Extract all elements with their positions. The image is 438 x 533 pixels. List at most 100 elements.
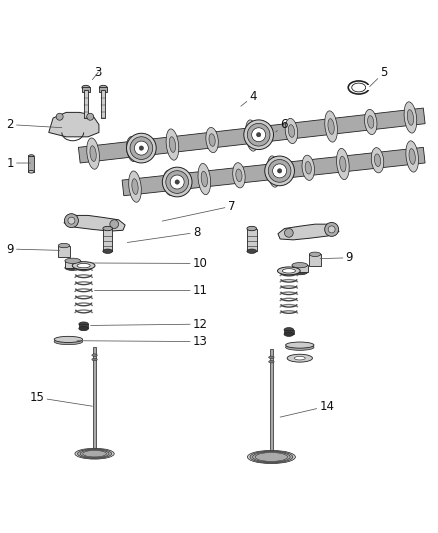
Text: 1: 1 <box>6 157 30 169</box>
Ellipse shape <box>132 179 138 195</box>
Circle shape <box>277 169 282 173</box>
Ellipse shape <box>92 354 97 357</box>
Ellipse shape <box>309 252 321 256</box>
Ellipse shape <box>247 450 295 464</box>
Ellipse shape <box>127 136 139 161</box>
Ellipse shape <box>292 263 307 268</box>
Ellipse shape <box>54 338 82 345</box>
Bar <box>270 350 273 456</box>
Bar <box>103 229 113 251</box>
Ellipse shape <box>305 161 311 174</box>
Text: 14: 14 <box>280 400 335 417</box>
Ellipse shape <box>247 123 270 146</box>
Ellipse shape <box>58 244 70 248</box>
Ellipse shape <box>325 111 337 142</box>
Ellipse shape <box>83 450 106 457</box>
Ellipse shape <box>170 175 184 189</box>
Circle shape <box>110 220 119 229</box>
Ellipse shape <box>352 83 366 92</box>
Ellipse shape <box>134 141 148 155</box>
Bar <box>247 229 257 251</box>
Bar <box>309 254 321 265</box>
Text: 15: 15 <box>29 391 92 406</box>
Bar <box>284 330 293 334</box>
Bar <box>82 87 90 92</box>
Polygon shape <box>122 147 425 196</box>
Ellipse shape <box>75 448 114 459</box>
Circle shape <box>325 222 339 236</box>
Ellipse shape <box>286 344 314 350</box>
Ellipse shape <box>82 85 90 90</box>
Ellipse shape <box>99 85 107 90</box>
Text: 12: 12 <box>91 318 208 330</box>
Circle shape <box>68 217 75 224</box>
Ellipse shape <box>265 156 294 185</box>
Text: 2: 2 <box>6 118 62 131</box>
Ellipse shape <box>201 171 208 187</box>
Ellipse shape <box>286 342 314 348</box>
Ellipse shape <box>198 164 211 195</box>
Ellipse shape <box>406 141 418 172</box>
Ellipse shape <box>287 354 312 362</box>
Ellipse shape <box>103 227 113 231</box>
Ellipse shape <box>272 164 286 178</box>
Ellipse shape <box>79 322 88 326</box>
Bar <box>99 87 107 92</box>
Ellipse shape <box>268 360 274 363</box>
Ellipse shape <box>409 149 415 164</box>
Text: 7: 7 <box>162 200 235 221</box>
Ellipse shape <box>28 171 34 173</box>
Ellipse shape <box>328 119 334 134</box>
Ellipse shape <box>65 258 81 263</box>
Ellipse shape <box>268 159 291 182</box>
Ellipse shape <box>283 269 295 273</box>
Ellipse shape <box>294 357 305 360</box>
Ellipse shape <box>130 137 153 159</box>
Bar <box>292 265 307 272</box>
Polygon shape <box>258 453 285 458</box>
Bar <box>28 156 34 172</box>
Text: 6: 6 <box>276 118 288 132</box>
Ellipse shape <box>65 265 81 270</box>
Circle shape <box>56 113 63 120</box>
Ellipse shape <box>209 134 215 147</box>
Text: 8: 8 <box>127 226 200 243</box>
Ellipse shape <box>247 249 257 253</box>
Ellipse shape <box>278 267 300 275</box>
Polygon shape <box>78 108 425 163</box>
Ellipse shape <box>79 326 88 330</box>
Ellipse shape <box>92 358 97 361</box>
Circle shape <box>87 113 94 120</box>
Ellipse shape <box>367 116 374 128</box>
Ellipse shape <box>233 163 245 188</box>
Ellipse shape <box>348 81 369 94</box>
Ellipse shape <box>255 453 288 462</box>
Ellipse shape <box>245 120 258 151</box>
Ellipse shape <box>169 137 176 152</box>
Ellipse shape <box>166 129 179 160</box>
Ellipse shape <box>247 227 257 231</box>
Ellipse shape <box>80 450 109 458</box>
Polygon shape <box>84 450 106 455</box>
Circle shape <box>139 146 144 150</box>
Bar <box>84 90 88 118</box>
Circle shape <box>64 214 78 228</box>
Ellipse shape <box>364 109 377 134</box>
Bar <box>79 324 88 328</box>
Text: 13: 13 <box>77 335 208 348</box>
Bar <box>93 348 96 453</box>
Ellipse shape <box>206 127 218 152</box>
Ellipse shape <box>250 451 293 463</box>
Polygon shape <box>278 224 339 240</box>
Polygon shape <box>49 112 99 137</box>
Ellipse shape <box>253 452 290 462</box>
Bar <box>101 90 106 118</box>
Ellipse shape <box>103 249 113 253</box>
Ellipse shape <box>166 171 188 193</box>
Text: 9: 9 <box>6 243 60 255</box>
Ellipse shape <box>90 146 96 161</box>
Ellipse shape <box>336 148 349 180</box>
Ellipse shape <box>129 171 141 202</box>
Ellipse shape <box>285 118 298 143</box>
Bar <box>366 85 371 90</box>
